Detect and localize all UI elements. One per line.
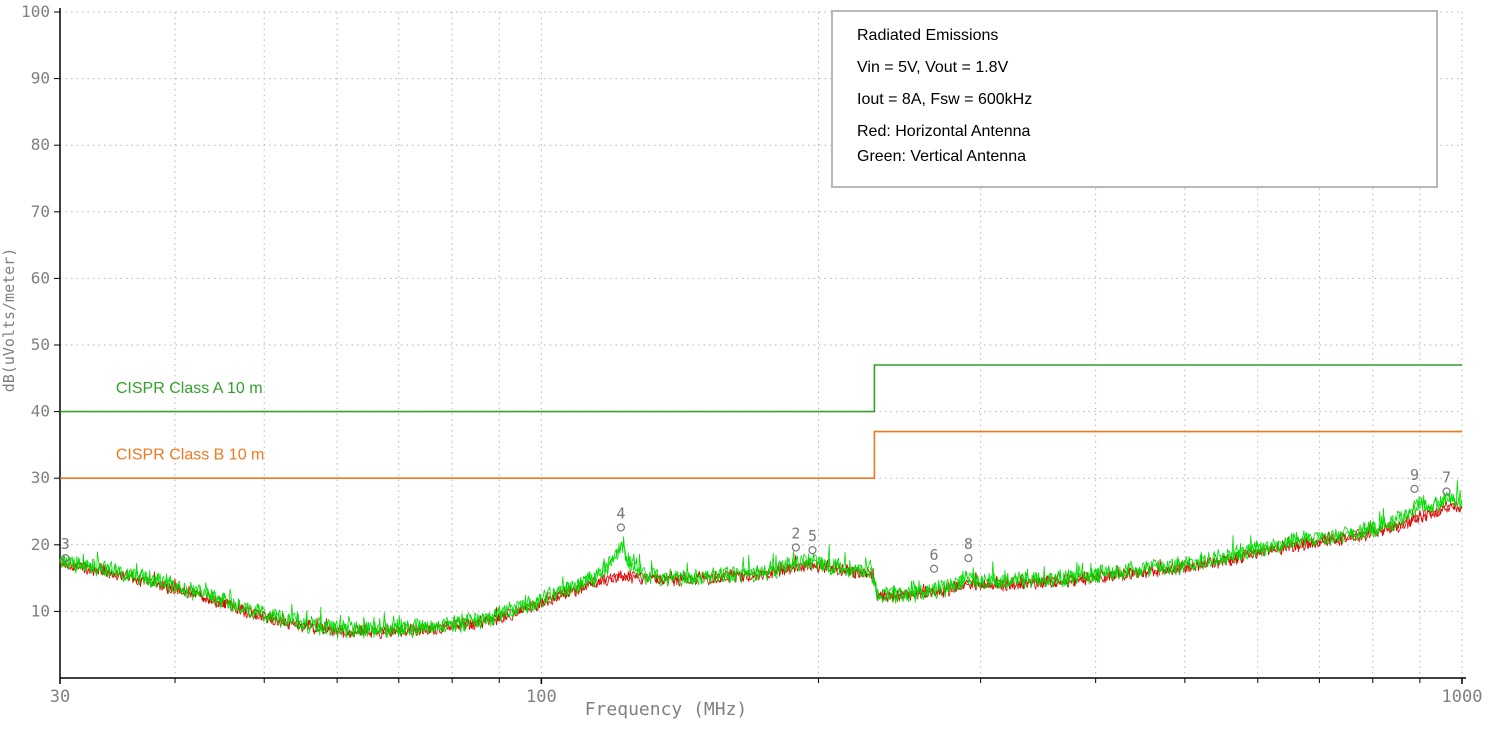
y-tick-label: 90 <box>31 69 50 88</box>
info-iout-fsw: Iout = 8A, Fsw = 600kHz <box>857 91 1033 108</box>
marker-5 <box>808 546 817 555</box>
x-tick-label: 30 <box>50 687 70 707</box>
marker-label-4: 4 <box>616 504 625 522</box>
marker-label-5: 5 <box>808 527 817 545</box>
marker-label-7: 7 <box>1442 469 1451 487</box>
marker-6 <box>929 564 939 573</box>
y-tick-label: 20 <box>31 535 50 554</box>
y-tick-label: 70 <box>31 202 50 221</box>
chart-info-box: Radiated Emissions Vin = 5V, Vout = 1.8V… <box>831 10 1438 188</box>
marker-9 <box>1410 484 1419 493</box>
info-vin-vout: Vin = 5V, Vout = 1.8V <box>857 59 1009 76</box>
y-tick-label: 50 <box>31 335 50 354</box>
x-axis-title: Frequency (MHz) <box>585 699 748 720</box>
info-red-trace-label: Red: Horizontal Antenna <box>857 123 1031 140</box>
marker-label-9: 9 <box>1410 466 1419 484</box>
y-tick-label: 10 <box>31 601 50 620</box>
marker-4 <box>616 523 625 532</box>
marker-label-3: 3 <box>61 535 70 553</box>
marker-label-2: 2 <box>791 524 800 542</box>
y-tick-label: 40 <box>31 402 50 421</box>
y-tick-label: 80 <box>31 135 50 154</box>
y-tick-label: 60 <box>31 268 50 287</box>
info-green-trace-label: Green: Vertical Antenna <box>857 148 1026 165</box>
marker-3 <box>61 554 70 563</box>
trace-vertical-antenna <box>59 479 1463 639</box>
y-axis-title: dB(uVolts/meter) <box>0 248 18 393</box>
cispr-class-b-limit-label: CISPR Class B 10 m <box>116 447 264 464</box>
marker-7 <box>1442 487 1451 496</box>
marker-2 <box>791 543 800 552</box>
y-tick-label: 30 <box>31 468 50 487</box>
info-title: Radiated Emissions <box>857 27 999 44</box>
x-tick-label: 100 <box>526 687 557 707</box>
cispr-class-a-limit <box>60 364 1462 413</box>
y-tick-label: 100 <box>21 2 50 21</box>
cispr-class-a-limit-label: CISPR Class A 10 m <box>116 380 263 397</box>
marker-label-6: 6 <box>930 546 939 564</box>
cispr-class-b-limit <box>60 430 1462 480</box>
x-tick-label: 1000 <box>1442 687 1483 707</box>
trace-vertical-antenna <box>59 491 1463 639</box>
marker-8 <box>964 554 973 563</box>
marker-label-8: 8 <box>964 535 973 553</box>
